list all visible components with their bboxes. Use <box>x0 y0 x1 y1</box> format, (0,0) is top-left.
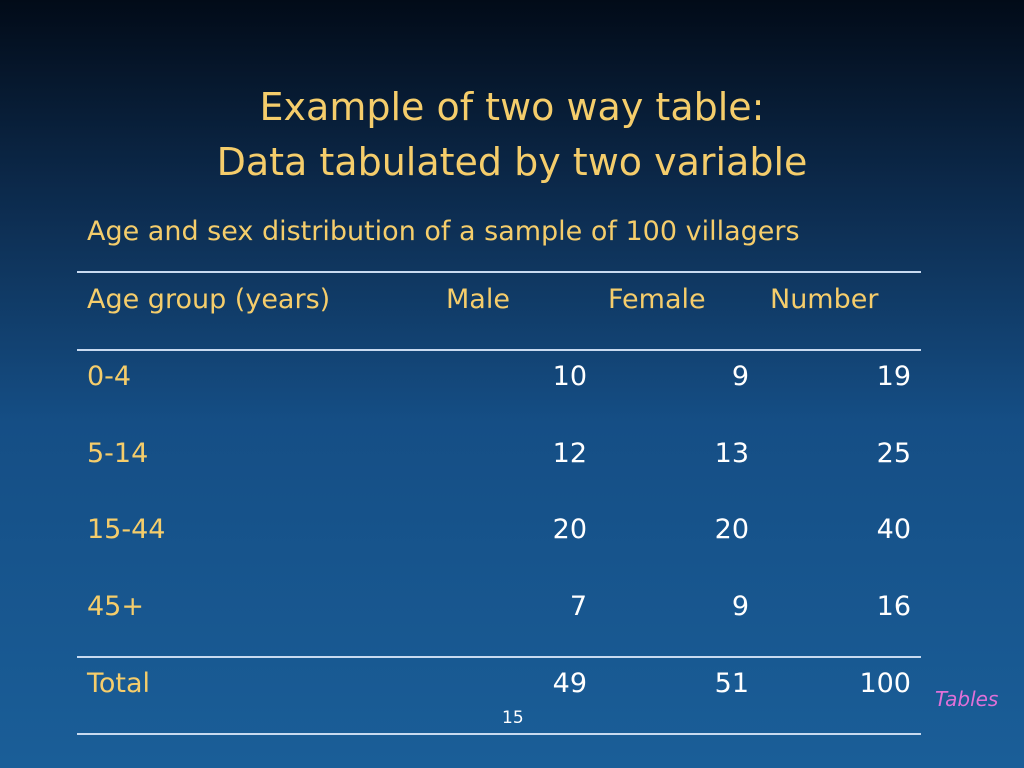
header-female: Female <box>608 284 706 315</box>
row-female: 13 <box>714 438 749 469</box>
row-age-group: 0-4 <box>87 361 132 392</box>
row-female: 9 <box>731 361 749 392</box>
row-female: 9 <box>731 591 749 622</box>
slide-title-line-2: Data tabulated by two variable <box>216 140 808 184</box>
row-number: 19 <box>876 361 911 392</box>
row-male: 20 <box>552 514 587 545</box>
row-age-group: 5-14 <box>87 438 149 469</box>
row-female: 20 <box>714 514 749 545</box>
row-male: 7 <box>569 591 587 622</box>
row-male: 10 <box>552 361 587 392</box>
total-rule <box>77 656 921 658</box>
header-number: Number <box>770 284 879 315</box>
row-number: 16 <box>876 591 911 622</box>
total-number: 100 <box>859 668 911 699</box>
header-male: Male <box>446 284 510 315</box>
table-caption: Age and sex distribution of a sample of … <box>87 216 800 247</box>
header-age-group: Age group (years) <box>87 284 331 315</box>
row-male: 12 <box>552 438 587 469</box>
row-number: 40 <box>876 514 911 545</box>
section-label: Tables <box>935 687 999 711</box>
row-age-group: 45+ <box>87 591 144 622</box>
total-female: 51 <box>714 668 749 699</box>
table-bottom-rule <box>77 733 921 735</box>
header-rule <box>77 349 921 351</box>
total-label: Total <box>87 668 151 699</box>
total-male: 49 <box>552 668 587 699</box>
page-number: 15 <box>502 708 524 728</box>
row-age-group: 15-44 <box>87 514 166 545</box>
table-top-rule <box>77 271 921 273</box>
row-number: 25 <box>876 438 911 469</box>
slide-title-line-1: Example of two way table: <box>259 85 765 129</box>
